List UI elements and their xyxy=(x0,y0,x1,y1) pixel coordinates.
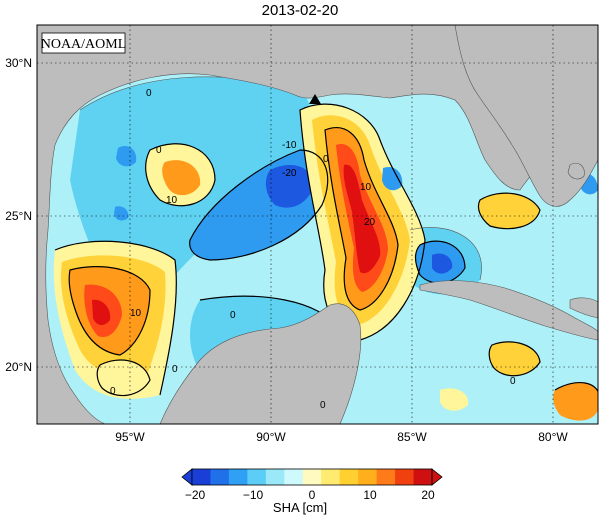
sha-anomaly-sw-positive xyxy=(97,360,150,396)
land-cuba xyxy=(419,280,598,341)
contour-line-0-nw-eddy xyxy=(145,143,216,207)
colorbar-cell xyxy=(376,469,396,485)
sha-anomaly-small-negative-3 xyxy=(114,206,129,221)
contour-label: 10 xyxy=(360,182,372,193)
colorbar-cell xyxy=(192,469,211,485)
colorbar-unit-label: SHA [cm] xyxy=(272,500,328,515)
sha-anomaly-east-positive xyxy=(478,193,540,229)
contour-line-0-east xyxy=(477,192,541,230)
contour-label: -10 xyxy=(282,140,297,151)
contour-label: 0 xyxy=(146,88,152,99)
map-title: 2013-02-20 xyxy=(261,2,339,19)
contour-labels: 0 0 0 -10 -20 10 10 10 20 0 0 0 0 0 xyxy=(110,88,516,411)
agency-label: NOAA/AOML xyxy=(41,37,127,52)
contour-line-0-far-se xyxy=(554,382,598,394)
colorbar-cell xyxy=(265,469,285,485)
lat-label-30n: 30°N xyxy=(5,56,32,70)
colorbar-tick-label: −20 xyxy=(185,488,206,502)
lat-label-20n: 20°N xyxy=(5,360,32,374)
contour-line-neg10-central xyxy=(189,149,329,261)
colorbar-cell xyxy=(413,469,433,485)
contour-line-10-loop xyxy=(324,127,399,311)
sha-anomaly-se-negative-core xyxy=(432,253,453,274)
contour-label: 10 xyxy=(130,308,142,319)
contour-line-0-west xyxy=(54,240,177,396)
colorbar-tick-label: −10 xyxy=(243,488,264,502)
sha-anomaly-small-negative-2 xyxy=(382,166,403,191)
map-gridlines xyxy=(37,25,598,424)
contour-label: 20 xyxy=(364,217,376,228)
sha-anomaly-west-positive-core xyxy=(92,299,111,326)
contour-label: 0 xyxy=(320,400,326,411)
colorbar-cell xyxy=(210,469,230,485)
sha-anomaly-caribbean-small xyxy=(440,388,469,411)
lon-label-90w: 90°W xyxy=(256,430,286,444)
contour-label: 10 xyxy=(166,195,178,206)
sha-anomaly-far-se-positive xyxy=(553,382,598,421)
contour-line-0-sw xyxy=(96,359,151,397)
lat-label-25n: 25°N xyxy=(5,209,32,223)
contour-line-0-loop xyxy=(299,103,426,341)
colorbar-tick-label: 0 xyxy=(309,488,316,502)
lon-label-85w: 85°W xyxy=(397,430,427,444)
station-marker-icon xyxy=(309,94,321,104)
agency-label-box xyxy=(41,32,126,54)
colorbar-max-arrow xyxy=(431,468,443,486)
contour-line-0-caribbean xyxy=(488,341,541,377)
sha-anomaly-central-negative-core xyxy=(265,165,314,208)
colorbar-cell xyxy=(247,469,267,485)
colorbar-cell xyxy=(321,469,340,485)
map-frame xyxy=(36,24,599,425)
lon-label-80w: 80°W xyxy=(538,430,568,444)
contour-line-10-west xyxy=(68,266,151,356)
colorbar-cell xyxy=(228,469,248,485)
lon-label-95w: 95°W xyxy=(115,430,145,444)
contour-label: 0 xyxy=(156,145,162,156)
colorbar-min-arrow xyxy=(181,468,193,486)
colorbar-cell xyxy=(395,469,414,485)
contour-label: 0 xyxy=(230,310,236,321)
colorbar-tick-label: 10 xyxy=(363,488,377,502)
colorbar-frame xyxy=(191,468,433,486)
land-yucatan xyxy=(159,303,362,424)
sha-anomaly-nw-eddy-core xyxy=(162,160,201,196)
contour-label: 0 xyxy=(172,364,178,375)
colorbar-cell xyxy=(284,469,304,485)
contour-label: 0 xyxy=(510,376,516,387)
sha-anomaly-loop-current-core xyxy=(343,164,381,274)
colorbar-cell xyxy=(358,469,377,485)
contour-label: 0 xyxy=(110,386,116,397)
land-bahamas xyxy=(567,162,585,180)
colorbar-cell xyxy=(302,469,322,485)
contour-label: -20 xyxy=(282,168,297,179)
colorbar-tick-label: 20 xyxy=(421,488,435,502)
contour-line-thin-east xyxy=(409,227,482,281)
land-florida xyxy=(454,25,598,207)
land-hispaniola xyxy=(569,297,598,319)
colorbar xyxy=(181,468,443,486)
contour-label: 0 xyxy=(323,154,329,165)
sha-anomaly-small-negative-1 xyxy=(116,145,137,167)
colorbar-cell xyxy=(339,469,359,485)
